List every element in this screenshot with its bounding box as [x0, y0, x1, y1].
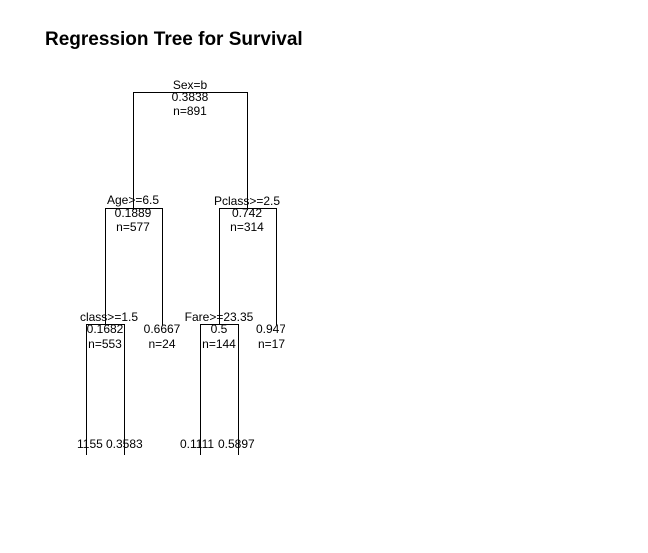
leaf-right-left-left-value: 0.1111: [180, 437, 214, 451]
node-right-right-value: 0.947: [256, 322, 286, 336]
edge-left-left: [86, 324, 125, 455]
node-root-split: Sex=b: [173, 78, 208, 92]
edge-left: [105, 208, 163, 325]
node-root-count: n=891: [173, 104, 207, 118]
leaf-left-left-right-value: 0.3583: [106, 437, 143, 451]
node-right-count: n=314: [230, 220, 264, 234]
node-right-split: Pclass>=2.5: [214, 194, 280, 208]
node-left-right: 0.6667 n=24: [144, 322, 181, 351]
node-left-left-count: n=553: [88, 337, 122, 351]
leaf-left-left-right: 0.3583: [106, 437, 143, 451]
node-left: Age>=6.5 0.1889 n=577: [107, 193, 159, 234]
node-left-value: 0.1889: [115, 206, 152, 220]
node-left-count: n=577: [116, 220, 150, 234]
node-right: Pclass>=2.5 0.742 n=314: [214, 194, 280, 234]
node-left-left-value: 0.1682: [87, 322, 124, 336]
leaf-right-left-right-value: 0.5897: [218, 437, 255, 451]
tree-edges: [86, 92, 277, 455]
node-right-right: 0.947 n=17: [256, 322, 286, 351]
leaf-left-left-left-value: 1155: [77, 437, 103, 451]
edge-right: [219, 208, 277, 325]
node-right-value: 0.742: [232, 206, 262, 220]
node-left-split: Age>=6.5: [107, 193, 159, 207]
edge-right-left: [200, 324, 239, 455]
node-right-left-split: Fare>=23.35: [185, 310, 254, 324]
chart-title: Regression Tree for Survival: [45, 29, 303, 50]
node-right-left: Fare>=23.35 0.5 n=144: [185, 310, 254, 351]
node-root-value: 0.3838: [172, 90, 209, 104]
node-root: Sex=b 0.3838 n=891: [172, 78, 209, 118]
node-left-left: class>=1.5 0.1682 n=553: [80, 310, 138, 351]
edge-root: [133, 92, 248, 210]
node-right-right-count: n=17: [258, 337, 285, 351]
leaf-right-left-left: 0.1111: [180, 437, 214, 451]
node-left-right-count: n=24: [148, 337, 175, 351]
leaf-left-left-left: 1155: [77, 437, 103, 451]
node-right-left-value: 0.5: [211, 322, 228, 336]
node-left-left-split: class>=1.5: [80, 310, 138, 324]
leaf-right-left-right: 0.5897: [218, 437, 255, 451]
node-right-left-count: n=144: [202, 337, 236, 351]
node-left-right-value: 0.6667: [144, 322, 181, 336]
